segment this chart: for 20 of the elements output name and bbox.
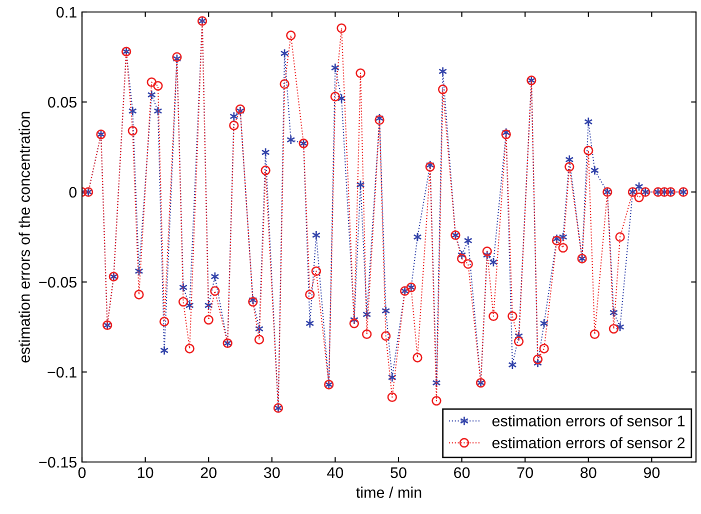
- y-tick-label: −0.05: [39, 276, 76, 288]
- x-tick-label: 40: [327, 467, 344, 478]
- x-tick-label: 20: [200, 467, 216, 478]
- x-tick-label: 90: [644, 467, 660, 478]
- x-tick-label: 50: [390, 467, 406, 478]
- x-tick-label: 30: [264, 467, 280, 478]
- y-tick-label: 0: [69, 186, 77, 198]
- x-tick-label: 10: [138, 467, 154, 478]
- y-tick-label: −0.15: [39, 456, 76, 468]
- y-tick-label: −0.1: [48, 366, 76, 378]
- x-tick-label: 80: [580, 467, 596, 478]
- x-tick-label: 70: [517, 467, 533, 478]
- y-tick-label: 0.1: [56, 6, 76, 18]
- x-tick-label: 60: [454, 467, 470, 478]
- y-tick-label: 0.05: [48, 96, 76, 108]
- y-axis-title: estimation errors of the concentration: [18, 112, 30, 362]
- x-axis-title: time / min: [356, 486, 422, 498]
- legend-label: estimation errors of sensor 2: [492, 437, 685, 448]
- x-tick-label: 0: [78, 467, 86, 478]
- legend-label: estimation errors of sensor 1: [492, 415, 685, 426]
